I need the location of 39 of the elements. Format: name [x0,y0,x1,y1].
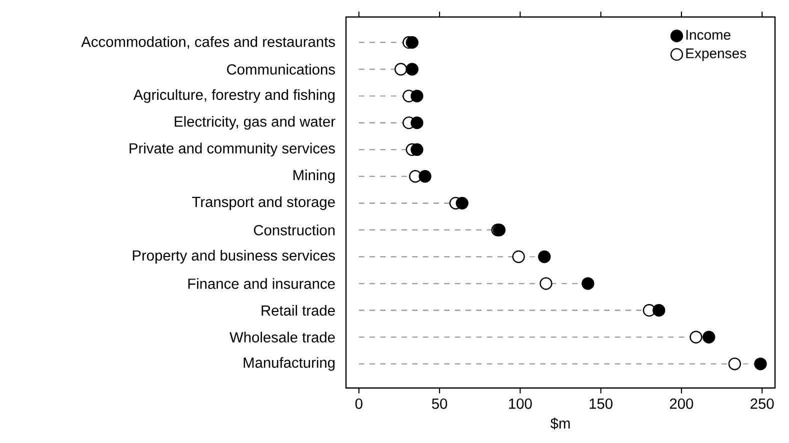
point [538,250,551,264]
y-tick-label: Communications [227,64,335,75]
legend-label: Expenses [686,48,746,62]
point [406,36,418,49]
point [456,196,468,210]
point [702,330,716,344]
x-tick-label: 200 [670,398,694,409]
x-tick-label: 0 [355,398,362,409]
x-tick-label: 50 [432,398,448,409]
point [540,277,552,290]
point [512,250,525,264]
y-tick-label: Retail trade [262,304,335,316]
y-tick-label: Construction [254,224,335,236]
point [582,277,594,290]
point [406,62,418,76]
x-tick-label: 150 [590,398,612,409]
y-tick-label: Wholesale trade [230,332,335,342]
legend-label: Income [686,30,730,40]
y-tick-label: Accommodation, cafes and restaurants [81,36,335,49]
x-axis-title: $m [550,418,570,430]
y-tick-label: Mining [294,170,335,184]
x-tick-label: 100 [509,398,532,409]
point [410,116,424,130]
y-tick-label: Private and community services [130,142,335,156]
point [410,90,424,102]
y-tick-label: Manufacturing [244,357,335,371]
y-tick-label: Transport and storage [192,196,335,210]
point [754,358,767,370]
y-tick-label: Property and business services [132,250,335,264]
point [652,304,666,317]
point [728,358,742,370]
x-tick-label: 250 [750,398,774,409]
point [394,62,408,76]
y-tick-label: Agriculture, forestry and fishing [133,89,335,103]
point [418,170,432,183]
y-tick-label: Electricity, gas and water [174,116,336,130]
point [410,143,424,156]
y-tick-label: Finance and insurance [188,278,335,289]
point [690,330,702,344]
